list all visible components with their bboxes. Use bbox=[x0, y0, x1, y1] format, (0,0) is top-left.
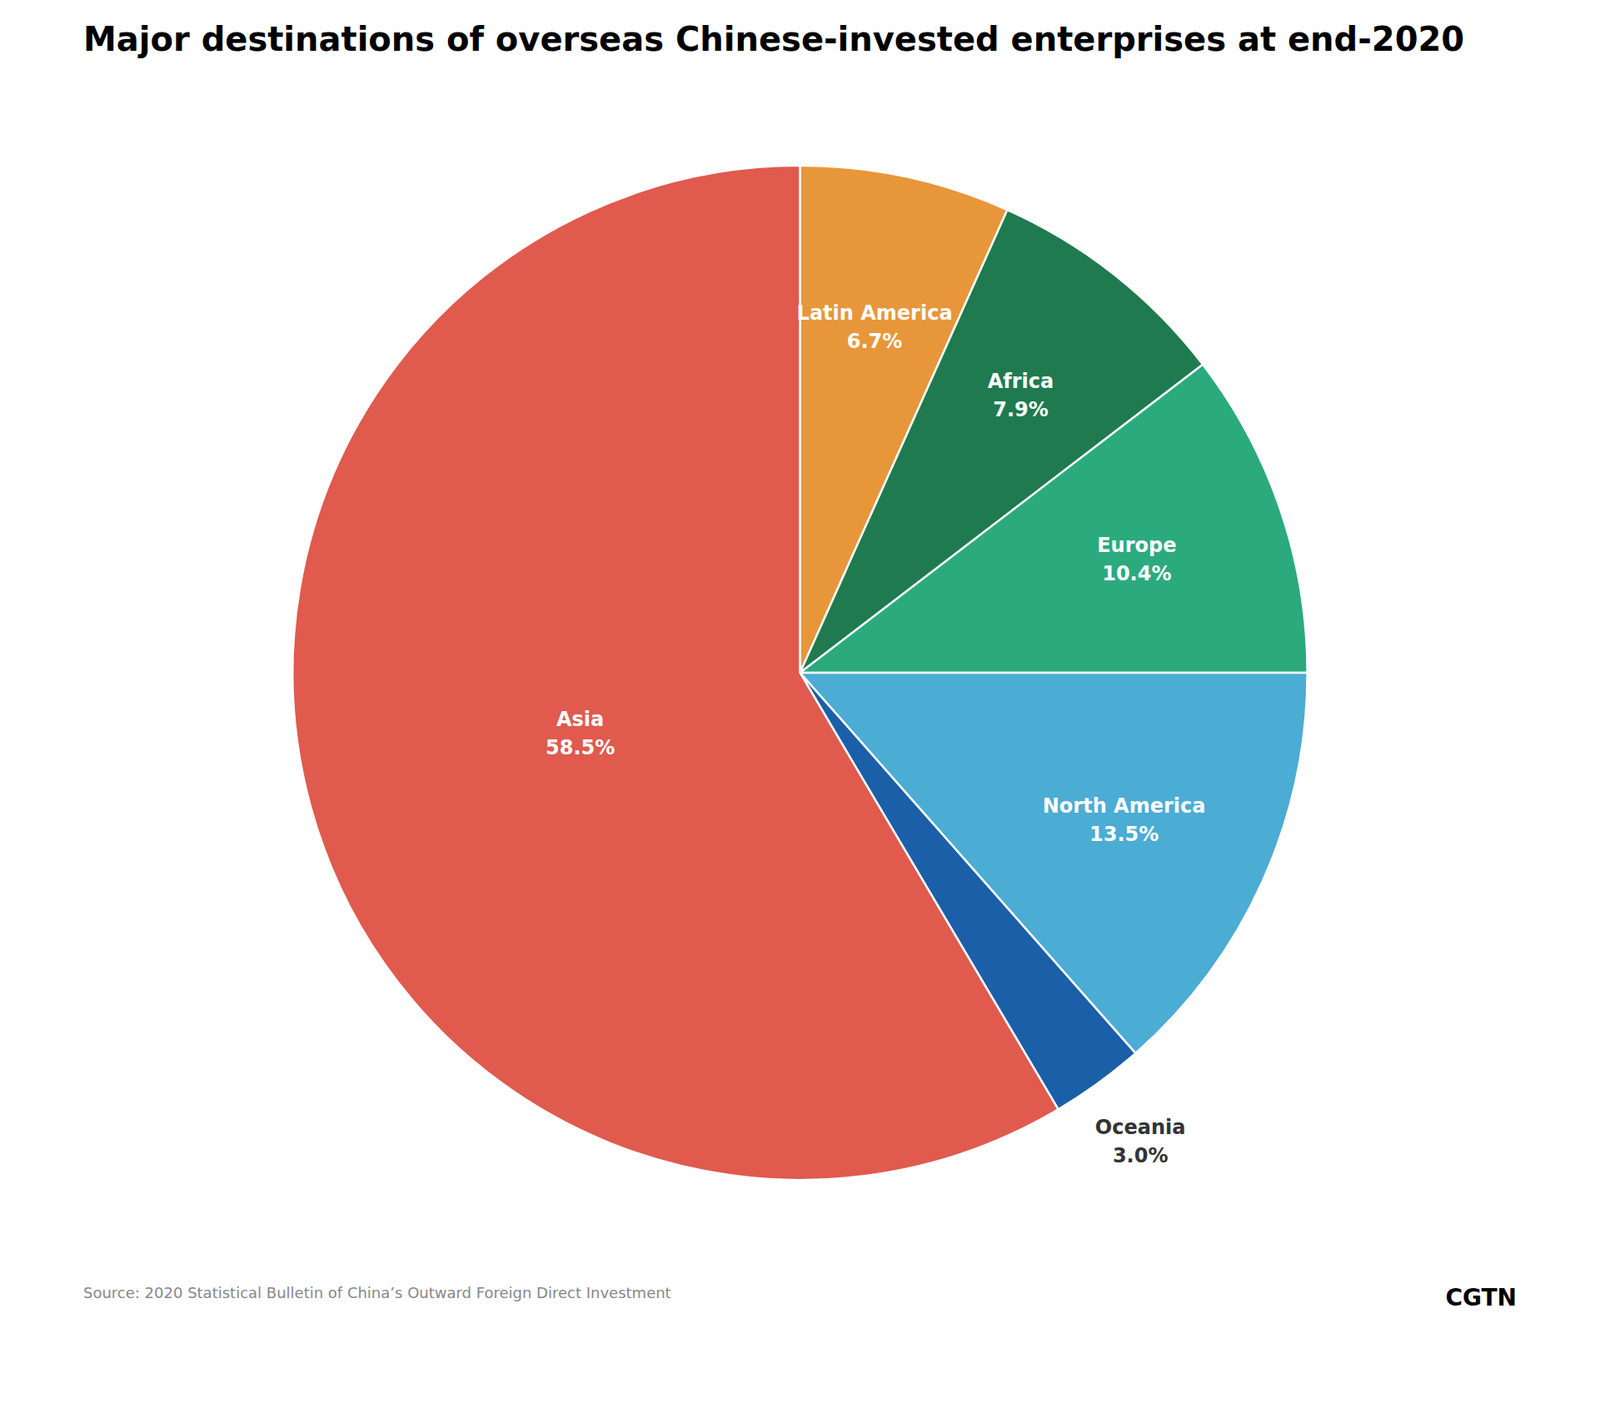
svg-text:Europe: Europe bbox=[1096, 533, 1177, 558]
svg-text:10.4%: 10.4% bbox=[1101, 562, 1172, 586]
html-text:Source: 2020 Statistical Bulle: Source: 2020 Statistical Bulletin of Chi… bbox=[83, 1284, 672, 1302]
html-text:CGTN: CGTN bbox=[1445, 1284, 1517, 1312]
svg-text:Asia: Asia bbox=[556, 707, 604, 732]
svg-text:58.5%: 58.5% bbox=[545, 736, 615, 760]
svg-text:North America: North America bbox=[1042, 794, 1207, 818]
svg-text:Oceania: Oceania bbox=[1095, 1116, 1187, 1140]
svg-text:Latin America: Latin America bbox=[797, 300, 953, 324]
svg-text:7.9%: 7.9% bbox=[992, 398, 1049, 422]
svg-text:3.0%: 3.0% bbox=[1112, 1144, 1169, 1168]
svg-text:13.5%: 13.5% bbox=[1089, 822, 1159, 847]
svg-text:6.7%: 6.7% bbox=[847, 328, 903, 353]
html-text:Major destinations of overseas: Major destinations of overseas Chinese-i… bbox=[83, 19, 1465, 59]
svg-text:Africa: Africa bbox=[987, 369, 1055, 394]
